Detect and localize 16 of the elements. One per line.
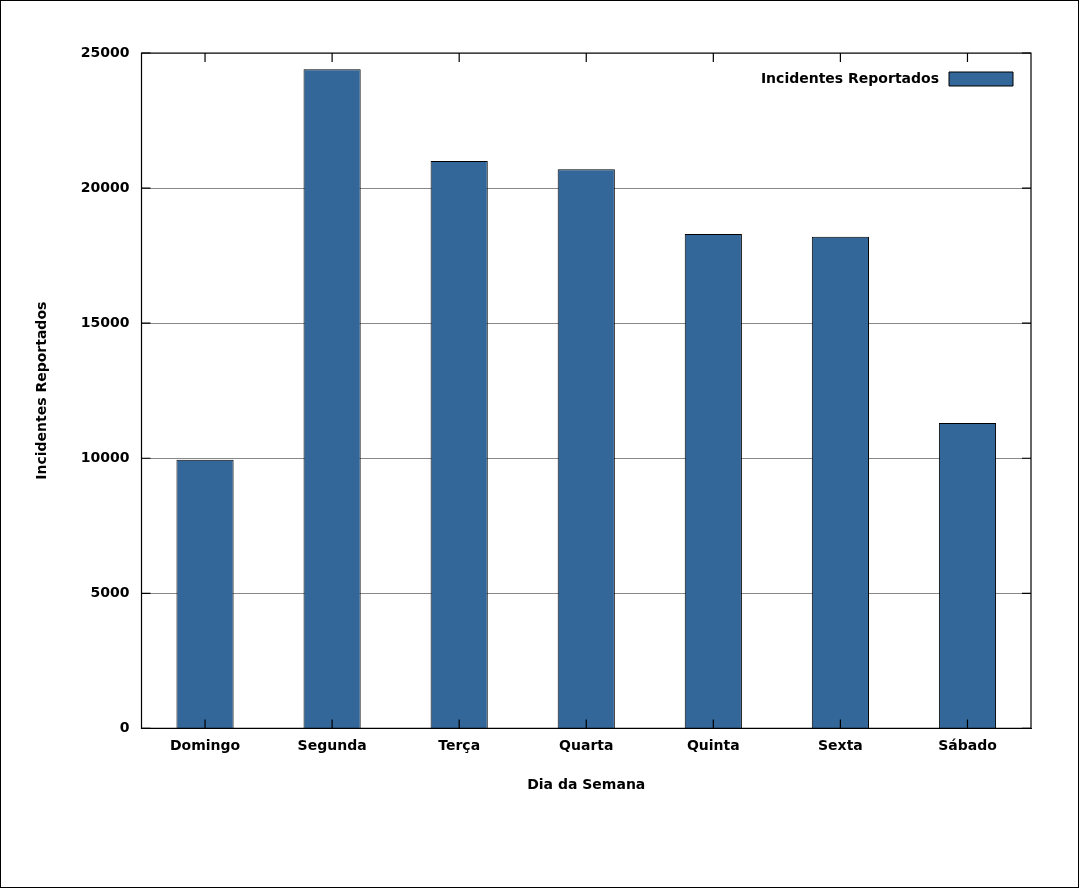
y-tick-label: 5000 [90, 583, 130, 600]
legend-label: Incidentes Reportados [760, 69, 939, 86]
x-tick-label: Quinta [686, 737, 740, 754]
x-axis-title: Dia da Semana [527, 776, 646, 793]
y-axis-title: Incidentes Reportados [33, 301, 50, 480]
x-tick-label: Segunda [297, 737, 367, 754]
y-tick-label: 15000 [80, 313, 130, 330]
x-tick-label: Sexta [818, 737, 863, 754]
x-tick-label: Sábado [938, 737, 998, 754]
y-tick-label: 25000 [80, 43, 130, 60]
x-tick-label: Terça [438, 737, 481, 754]
x-tick-label: Domingo [169, 737, 241, 754]
y-tick-label: 20000 [80, 178, 130, 195]
y-tick-label: 10000 [80, 448, 130, 465]
x-tick-label: Quarta [559, 737, 614, 754]
y-tick-label: 0 [119, 719, 130, 736]
